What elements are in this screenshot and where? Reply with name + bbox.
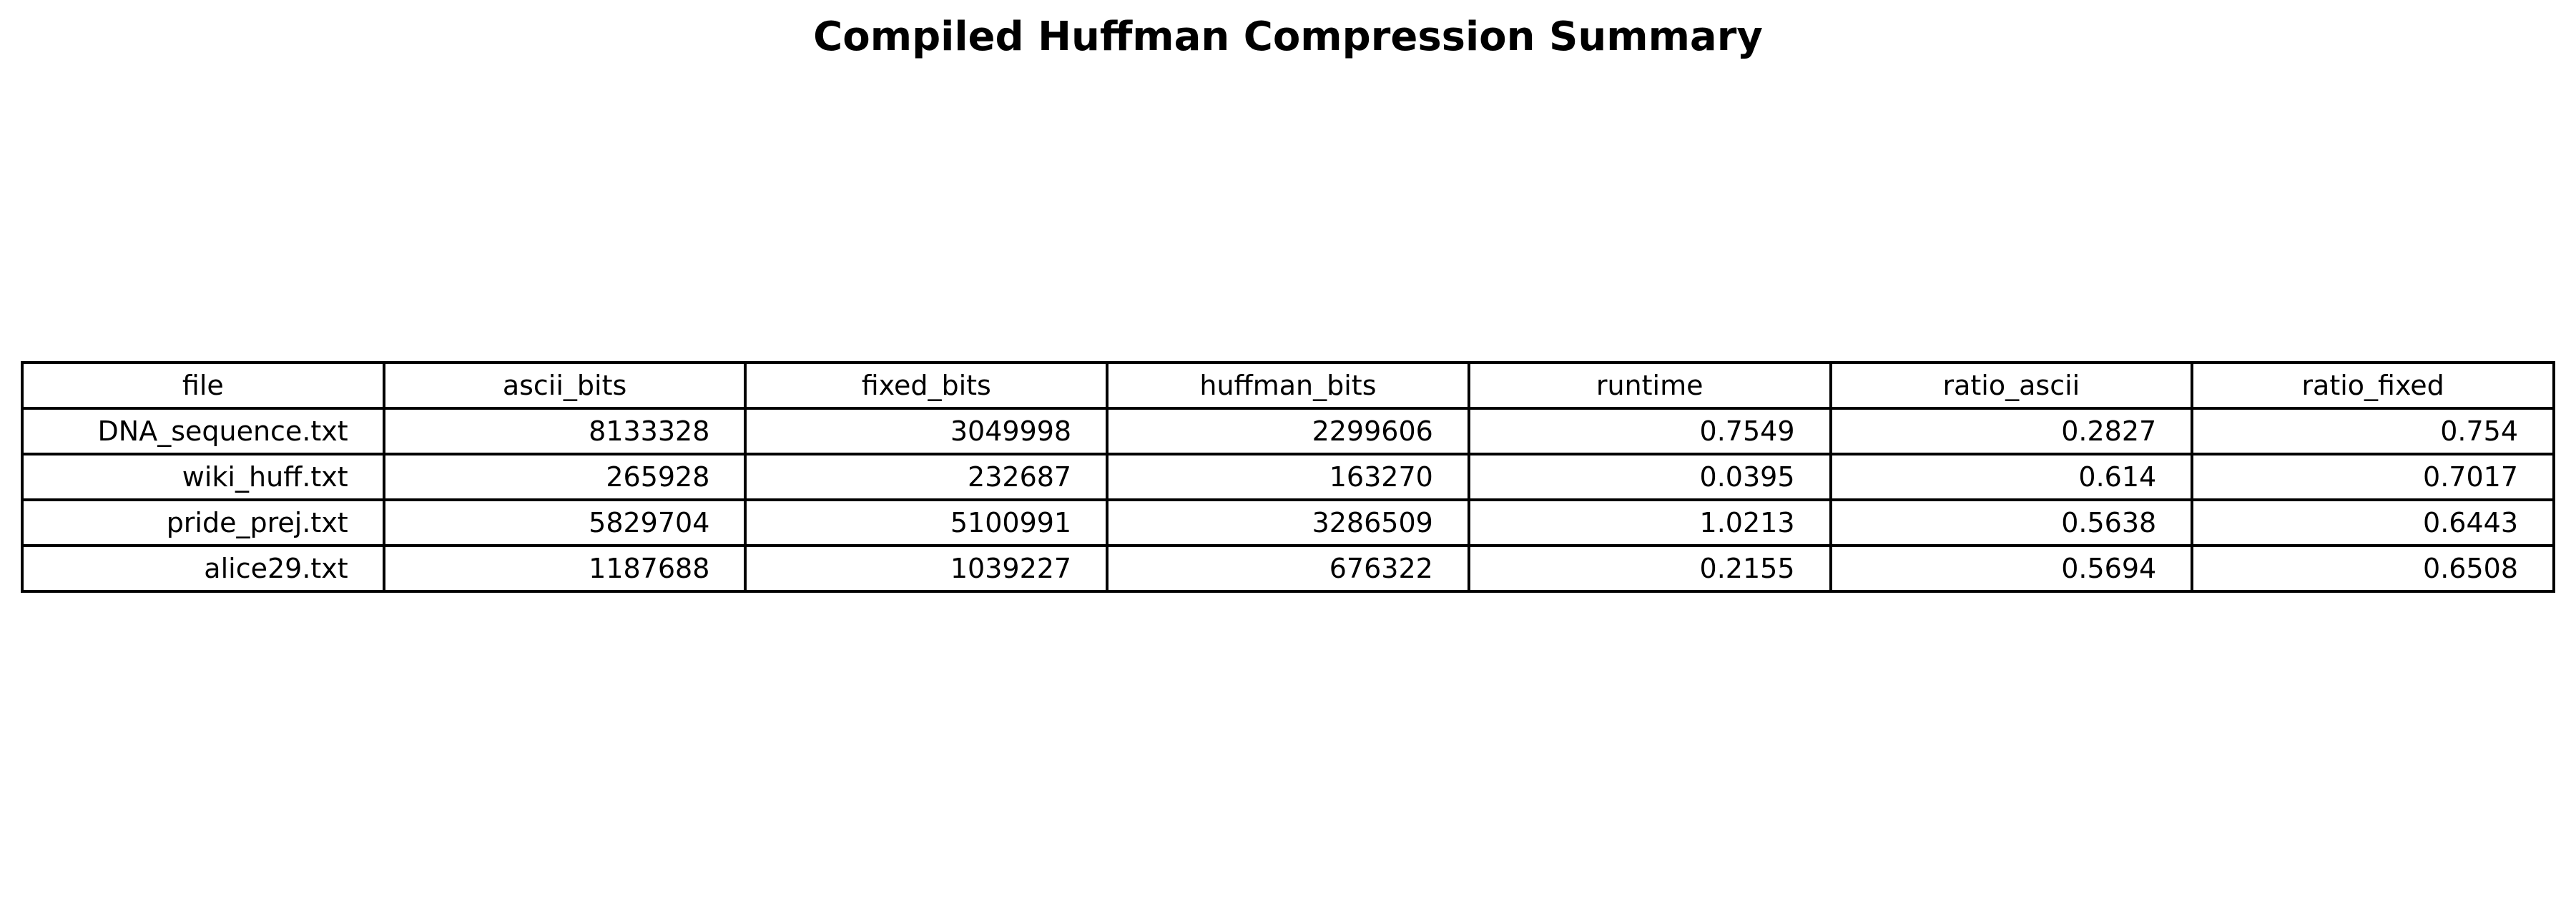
table-cell-huffman-bits: 2299606 [1106, 407, 1470, 455]
table-row: DNA_sequence.txt 8133328 3049998 2299606 0.7… [21, 407, 2555, 455]
table-cell-ratio-fixed: 0.6443 [2191, 498, 2555, 547]
header-row: file ascii_bits fixed_bits huffman_bits runt… [21, 361, 2555, 410]
column-header-fixed-bits: fixed_bits [744, 361, 1109, 410]
table-cell-file: DNA_sequence.txt [21, 407, 385, 455]
column-header-ratio-ascii: ratio_ascii [1829, 361, 2194, 410]
column-header-file: file [21, 361, 385, 410]
column-header-runtime: runtime [1467, 361, 1832, 410]
table-cell-fixed-bits: 3049998 [744, 407, 1109, 455]
table-cell-ratio-ascii: 0.5638 [1829, 498, 2194, 547]
table-cell-runtime: 1.0213 [1467, 498, 1832, 547]
column-header-huffman-bits: huffman_bits [1106, 361, 1470, 410]
column-header-ratio-fixed: ratio_fixed [2191, 361, 2555, 410]
table-cell-file: wiki_huff.txt [21, 453, 385, 501]
summary-table: file ascii_bits fixed_bits huffman_bits runt… [21, 361, 2555, 593]
table-cell-ratio-ascii: 0.2827 [1829, 407, 2194, 455]
table-cell-ascii-bits: 1187688 [382, 544, 747, 593]
table-header: file ascii_bits fixed_bits huffman_bits runt… [21, 361, 2555, 410]
table-cell-runtime: 0.2155 [1467, 544, 1832, 593]
table-row: wiki_huff.txt 265928 232687 163270 0.0395 0.6… [21, 453, 2555, 501]
table-cell-ascii-bits: 5829704 [382, 498, 747, 547]
table-cell-huffman-bits: 163270 [1106, 453, 1470, 501]
table-cell-huffman-bits: 676322 [1106, 544, 1470, 593]
table-cell-fixed-bits: 1039227 [744, 544, 1109, 593]
table-cell-file: pride_prej.txt [21, 498, 385, 547]
chart-title: Compiled Huffman Compression Summary [813, 14, 1763, 60]
table-cell-ratio-fixed: 0.6508 [2191, 544, 2555, 593]
table-row: alice29.txt 1187688 1039227 676322 0.2155 0.5… [21, 544, 2555, 593]
table-cell-ratio-fixed: 0.7017 [2191, 453, 2555, 501]
table-cell-file: alice29.txt [21, 544, 385, 593]
table-cell-ascii-bits: 8133328 [382, 407, 747, 455]
table-cell-runtime: 0.0395 [1467, 453, 1832, 501]
table-cell-huffman-bits: 3286509 [1106, 498, 1470, 547]
table-row: pride_prej.txt 5829704 5100991 3286509 1.021… [21, 498, 2555, 547]
table-body: DNA_sequence.txt 8133328 3049998 2299606 0.7… [21, 407, 2555, 593]
table-cell-fixed-bits: 232687 [744, 453, 1109, 501]
table-cell-ascii-bits: 265928 [382, 453, 747, 501]
table-cell-ratio-ascii: 0.5694 [1829, 544, 2194, 593]
summary-table-container: file ascii_bits fixed_bits huffman_bits runt… [21, 361, 2555, 593]
table-cell-fixed-bits: 5100991 [744, 498, 1109, 547]
table-cell-ratio-fixed: 0.754 [2191, 407, 2555, 455]
table-cell-ratio-ascii: 0.614 [1829, 453, 2194, 501]
table-cell-runtime: 0.7549 [1467, 407, 1832, 455]
column-header-ascii-bits: ascii_bits [382, 361, 747, 410]
